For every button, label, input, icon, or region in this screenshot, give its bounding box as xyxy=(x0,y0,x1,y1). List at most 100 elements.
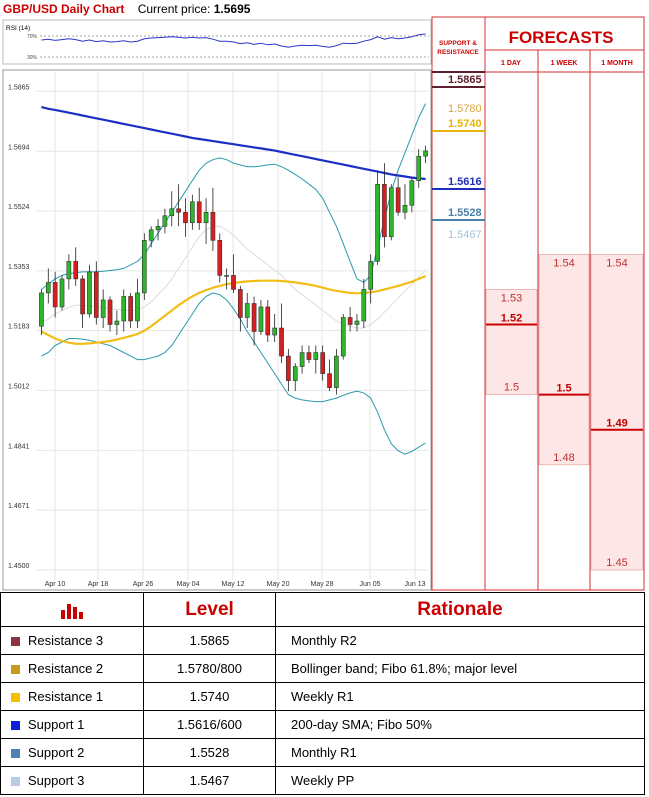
candle-up xyxy=(299,352,305,367)
bar-chart-icon xyxy=(61,603,83,619)
candle-up xyxy=(409,180,415,206)
row-rationale: Weekly R1 xyxy=(275,682,645,711)
candle-down xyxy=(93,271,99,318)
bollinger-upper-line xyxy=(41,103,427,290)
forecast-range-week xyxy=(538,253,590,466)
chart-title: GBP/USD Daily Chart xyxy=(3,2,125,16)
row-level: 1.5467 xyxy=(143,766,276,795)
candle-up xyxy=(258,306,264,332)
x-tick-label: May 20 xyxy=(267,581,290,588)
row-rationale: 200-day SMA; Fibo 50% xyxy=(275,710,645,739)
y-tick-label: 1.4841 xyxy=(8,443,30,450)
current-price-label: Current price: xyxy=(137,2,211,16)
candle-up xyxy=(155,226,161,231)
candle-up xyxy=(416,155,422,181)
rsi-label: RSI (14) xyxy=(6,25,30,32)
candle-up xyxy=(162,215,168,227)
candle-up xyxy=(402,205,408,213)
col-1day: 1 DAY xyxy=(501,60,521,67)
candle-down xyxy=(306,352,312,360)
rsi-panel: RSI (14) 70% 30% xyxy=(2,19,432,65)
row-level: 1.5528 xyxy=(143,738,276,767)
forecast-boxes: 1.53 1.52 1.5 1.54 1.5 1.48 1.54 1.49 1.45 xyxy=(485,253,644,571)
col-1month: 1 MONTH xyxy=(601,60,633,67)
row-name: Resistance 3 xyxy=(28,633,104,648)
table-row: Support 1 1.5616/600 200-day SMA; Fibo 5… xyxy=(0,710,645,739)
forecasts-title: FORECASTS xyxy=(509,28,614,47)
row-name: Support 1 xyxy=(28,717,85,732)
forex-chart: RSI (14) 70% 30% 1.5865 1.5694 1.5524 1.535… xyxy=(2,16,645,591)
candle-up xyxy=(313,352,319,360)
forecast-high-label: 1.54 xyxy=(553,257,574,269)
table-row: Resistance 1 1.5740 Weekly R1 xyxy=(0,682,645,711)
row-level: 1.5740 xyxy=(143,682,276,711)
candle-down xyxy=(183,212,188,224)
rsi-frame xyxy=(2,19,432,65)
forecast-range-day xyxy=(485,289,538,396)
x-tick-label: Apr 10 xyxy=(45,581,66,588)
table-row: Support 2 1.5528 Monthly R1 xyxy=(0,738,645,767)
candle-up xyxy=(39,292,44,327)
rationale-header: Rationale xyxy=(275,592,645,627)
candle-down xyxy=(286,355,291,381)
x-tick-label: Jun 13 xyxy=(404,581,425,588)
bollinger-lower-line xyxy=(41,292,426,455)
support-3-swatch xyxy=(11,777,20,786)
y-tick-label: 1.5694 xyxy=(8,144,30,151)
row-rationale: Weekly PP xyxy=(275,766,645,795)
chart-grid xyxy=(36,72,429,580)
x-tick-label: May 12 xyxy=(222,581,245,588)
candle-down xyxy=(327,373,332,388)
x-tick-label: May 04 xyxy=(177,581,200,588)
row-level: 1.5616/600 xyxy=(143,710,276,739)
rsi-30-label: 30% xyxy=(27,55,38,61)
candle-up xyxy=(354,320,360,325)
candle-up xyxy=(59,278,65,308)
level-header: Level xyxy=(143,592,276,627)
sr-level-label: 1.5780 xyxy=(448,103,482,115)
candle-up xyxy=(169,208,175,217)
candle-up xyxy=(423,150,428,157)
candle-down xyxy=(279,327,284,357)
candle-down xyxy=(217,240,223,276)
y-tick-label: 1.5012 xyxy=(8,383,30,390)
support-1-swatch xyxy=(11,721,20,730)
candle-down xyxy=(80,278,85,315)
resistance-3-swatch xyxy=(11,637,20,646)
sr-panel xyxy=(431,16,486,591)
candle-down xyxy=(231,275,236,290)
table-row: Support 3 1.5467 Weekly PP xyxy=(0,766,645,795)
candle-up xyxy=(361,289,367,322)
candle-up xyxy=(224,275,229,277)
candle-up xyxy=(334,355,339,388)
rsi-line xyxy=(41,33,426,48)
candle-down xyxy=(176,208,181,213)
row-rationale: Bollinger band; Fibo 61.8%; major level xyxy=(275,654,645,683)
forecast-mid-label: 1.5 xyxy=(556,383,571,395)
candle-down xyxy=(382,183,387,238)
rsi-70-label: 70% xyxy=(27,34,38,40)
candle-down xyxy=(265,306,271,336)
sr-level-label: 1.5740 xyxy=(448,118,482,130)
candle-up xyxy=(203,212,209,224)
x-tick-label: May 28 xyxy=(311,581,334,588)
row-rationale: Monthly R2 xyxy=(275,626,645,655)
y-tick-label: 1.4500 xyxy=(8,563,30,570)
x-tick-label: Jun 05 xyxy=(359,581,380,588)
y-tick-label: 1.5865 xyxy=(8,84,30,91)
candle-up xyxy=(340,317,346,357)
forecast-range-month xyxy=(590,253,644,571)
forecast-mid-label: 1.52 xyxy=(501,312,522,324)
forecast-low-label: 1.48 xyxy=(553,452,574,464)
candle-up xyxy=(244,303,250,318)
forecast-high-label: 1.53 xyxy=(501,292,522,304)
candle-up xyxy=(121,296,127,322)
candle-up xyxy=(87,271,92,315)
col-1week: 1 WEEK xyxy=(551,60,578,67)
candle-up xyxy=(142,240,147,294)
y-tick-label: 1.4671 xyxy=(8,503,30,510)
y-tick-label: 1.5524 xyxy=(8,204,30,211)
support-2-swatch xyxy=(11,749,20,758)
candle-down xyxy=(395,187,401,213)
row-name: Support 2 xyxy=(28,745,85,760)
